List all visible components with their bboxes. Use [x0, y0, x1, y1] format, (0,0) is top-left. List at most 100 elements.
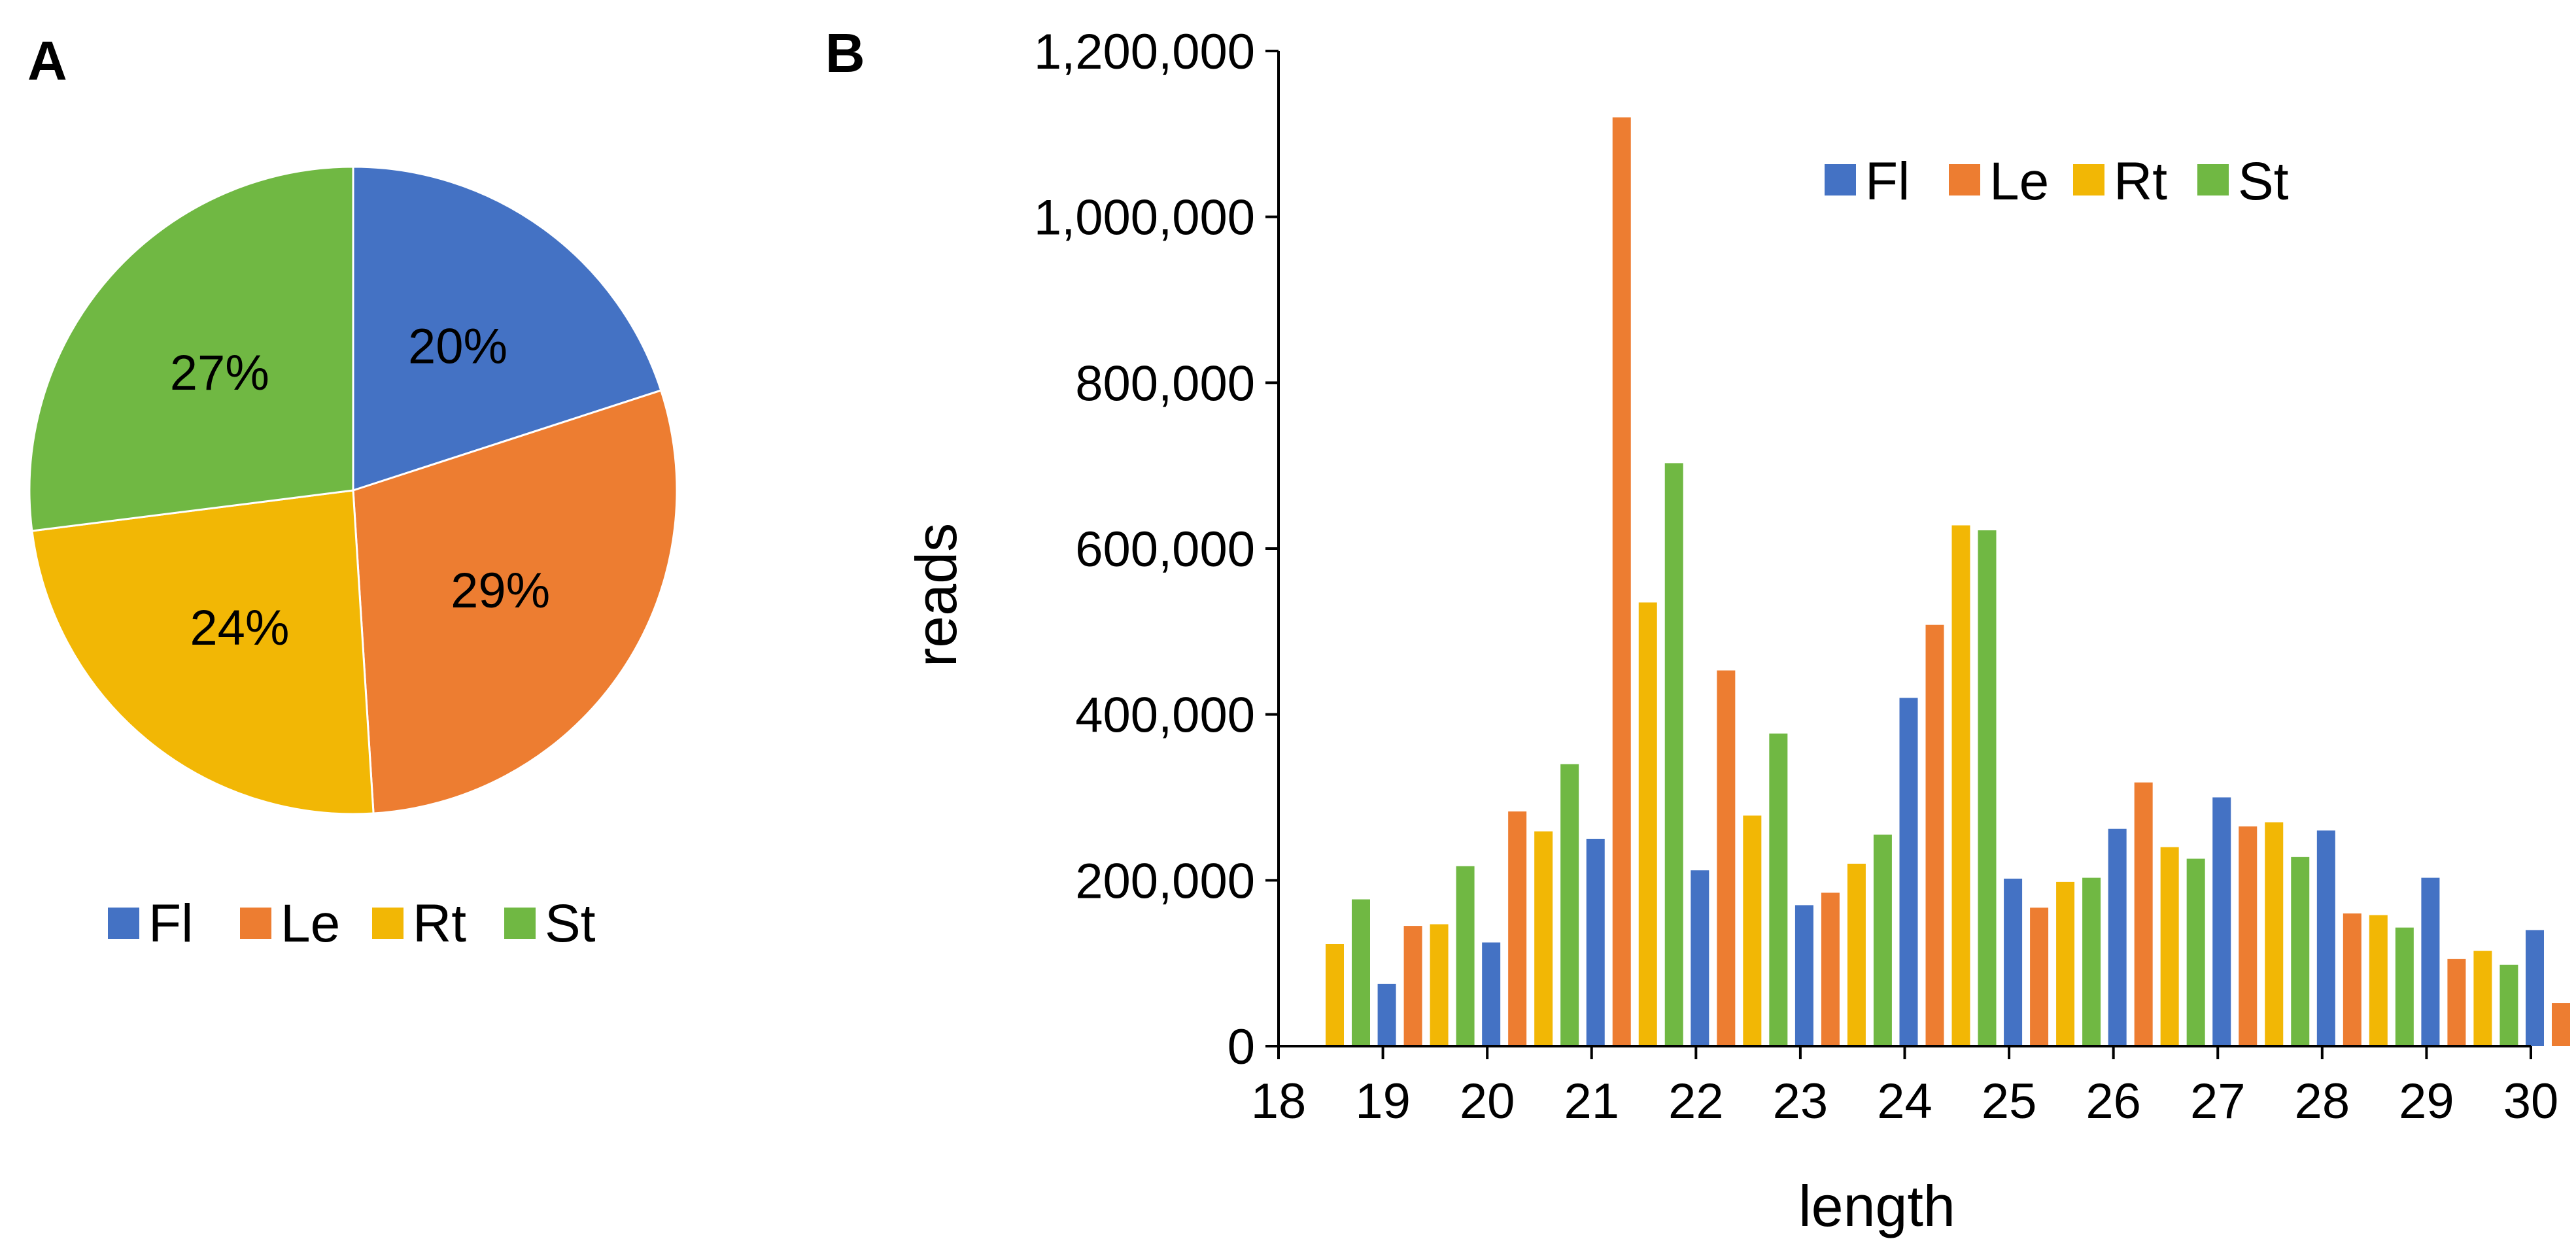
x-tick-label: 24: [1877, 1074, 1932, 1129]
bar-chart: 0 200,000 400,000 600,000 800,000 1,000,000 1,…: [904, 24, 2570, 1238]
bar-rt-22: [1743, 815, 1762, 1046]
x-tick-label: 23: [1773, 1074, 1829, 1129]
y-tick-label: 600,000: [1075, 522, 1255, 577]
bar-fl-26: [2108, 828, 2127, 1046]
bar-rt-29: [2473, 951, 2492, 1046]
bar-st-18: [1352, 899, 1370, 1046]
bar-st-26: [2186, 858, 2205, 1046]
x-tick-label: 26: [2086, 1074, 2141, 1129]
y-tick-label: 1,000,000: [1034, 190, 1255, 246]
bar-rt-26: [2160, 847, 2179, 1046]
bar-st-22: [1769, 733, 1788, 1046]
bar-fl-19: [1377, 983, 1396, 1046]
bar-fl-23: [1795, 905, 1813, 1046]
bar-rt-19: [1430, 924, 1449, 1046]
y-tick-label: 200,000: [1075, 853, 1255, 909]
bar-fl-22: [1691, 870, 1709, 1046]
x-tick-label: 28: [2295, 1074, 2350, 1129]
bar-st-27: [2291, 857, 2310, 1046]
x-tick-label: 21: [1564, 1074, 1619, 1129]
pie-legend-swatch-rt: [372, 908, 404, 939]
x-tick-label: 22: [1668, 1074, 1724, 1129]
bar-legend-swatch-fl: [1825, 164, 1856, 196]
pie-label-fl: 20%: [408, 319, 507, 375]
bar-fl-25: [2004, 878, 2023, 1046]
y-axis-title: reads: [904, 523, 969, 667]
bar-st-19: [1456, 866, 1475, 1046]
bar-st-21: [1664, 463, 1683, 1046]
pie-label-rt: 24%: [190, 600, 289, 656]
x-axis: 18 19 20 21 22 23 24 25 26 27 28 29 30: [1251, 1045, 2559, 1129]
panel-letter-b: B: [825, 22, 865, 84]
pie-legend-label-rt: Rt: [413, 894, 466, 953]
bar-legend: Fl Le Rt St: [1825, 152, 2289, 211]
x-tick-label: 29: [2399, 1074, 2454, 1129]
y-axis: 0 200,000 400,000 600,000 800,000 1,000,000 1,…: [1034, 24, 1280, 1075]
bar-legend-swatch-rt: [2073, 164, 2104, 196]
pie-legend-swatch-fl: [108, 908, 139, 939]
bar-legend-label-le: Le: [1989, 152, 2049, 211]
y-tick-label: 800,000: [1075, 356, 1255, 411]
pie-slice-fl: [352, 165, 662, 492]
bar-fl-24: [1899, 698, 1918, 1046]
bar-le-28: [2343, 913, 2361, 1046]
bar-st-24: [1978, 530, 1997, 1046]
y-tick-label: 0: [1228, 1019, 1255, 1075]
bar-le-30: [2552, 1003, 2570, 1046]
bar-fl-20: [1482, 942, 1501, 1046]
bar-rt-23: [1847, 863, 1866, 1046]
bar-fl-28: [2316, 830, 2335, 1046]
pie-label-st: 27%: [170, 345, 269, 401]
x-tick-label: 30: [2503, 1074, 2559, 1129]
bar-rt-21: [1638, 602, 1657, 1046]
bar-le-21: [1612, 117, 1631, 1046]
bar-series-group: [1326, 117, 2570, 1046]
pie-legend-label-fl: Fl: [148, 894, 193, 953]
x-tick-label: 20: [1460, 1074, 1515, 1129]
bar-le-24: [1925, 624, 1944, 1046]
bar-rt-27: [2265, 822, 2284, 1046]
pie-chart: [28, 165, 678, 815]
x-axis-title: length: [1798, 1174, 1955, 1238]
pie-label-le: 29%: [451, 563, 550, 619]
pie-value-labels: 20% 29% 24% 27%: [170, 319, 551, 656]
bar-rt-25: [2056, 881, 2075, 1046]
pie-legend-label-le: Le: [281, 894, 340, 953]
bar-fl-29: [2421, 877, 2440, 1046]
bar-le-27: [2239, 826, 2258, 1046]
bar-le-23: [1821, 892, 1840, 1046]
bar-rt-18: [1326, 944, 1344, 1046]
bar-legend-label-st: St: [2238, 152, 2289, 211]
x-tick-label: 27: [2190, 1074, 2246, 1129]
bar-le-22: [1717, 670, 1736, 1046]
bar-legend-label-rt: Rt: [2114, 152, 2167, 211]
pie-legend-swatch-le: [240, 908, 271, 939]
bar-st-20: [1560, 764, 1579, 1046]
bar-rt-28: [2369, 915, 2388, 1046]
x-tick-label: 19: [1355, 1074, 1411, 1129]
bar-legend-label-fl: Fl: [1865, 152, 1910, 211]
bar-st-25: [2082, 877, 2101, 1046]
x-tick-label: 18: [1251, 1074, 1307, 1129]
bar-st-23: [1873, 834, 1892, 1046]
bar-rt-24: [1951, 525, 1970, 1046]
pie-slice-rt: [31, 489, 375, 815]
y-tick-label: 400,000: [1075, 688, 1255, 743]
pie-legend: Fl Le Rt St: [108, 894, 596, 953]
panel-letter-a: A: [27, 30, 67, 92]
bar-le-26: [2134, 782, 2153, 1046]
pie-slice-le: [352, 389, 678, 815]
bar-le-20: [1508, 811, 1527, 1046]
bar-st-29: [2499, 964, 2518, 1046]
y-tick-label: 1,200,000: [1034, 24, 1255, 80]
bar-fl-21: [1586, 838, 1605, 1046]
bar-le-29: [2447, 959, 2466, 1046]
bar-legend-swatch-le: [1949, 164, 1980, 196]
bar-le-25: [2030, 908, 2049, 1046]
x-tick-label: 25: [1982, 1074, 2037, 1129]
pie-legend-swatch-st: [504, 908, 536, 939]
pie-slice-st: [28, 165, 354, 532]
bar-fl-27: [2212, 797, 2231, 1046]
bar-legend-swatch-st: [2197, 164, 2229, 196]
